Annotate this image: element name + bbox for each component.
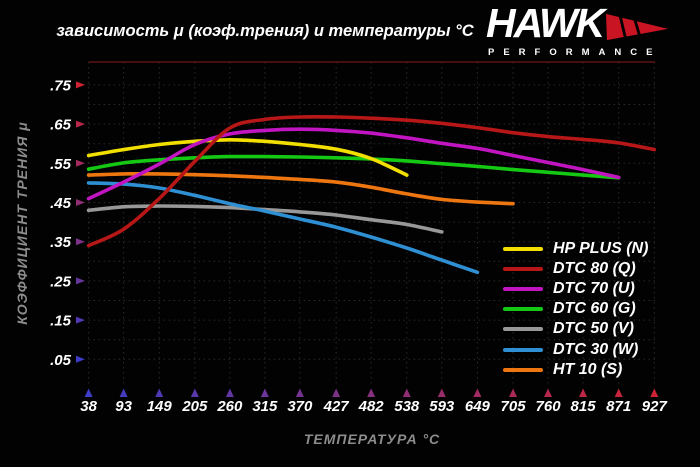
x-tick-arrow-icon [295,388,304,397]
series-line-ht-10-s [86,171,515,206]
hawk-logo-wordmark: HAWK [486,0,605,46]
chart-title: зависимость μ (коэф.трения) и температур… [56,22,474,40]
x-tick-label: 593 [429,398,455,415]
y-tick-arrow-icon [76,120,85,128]
series-line-dtc-70-u [86,127,621,201]
legend-label: DTC 60 (G) [553,300,636,318]
y-tick-label: .55 [50,156,72,173]
series-line-dtc-30-w [86,181,480,275]
y-tick-label: .25 [50,273,72,290]
x-tick-arrow-icon [473,388,482,397]
axes [87,61,655,386]
x-tick-arrow-icon [155,388,164,397]
legend-swatch [503,247,543,252]
y-tick-arrow-icon [76,199,85,206]
hawk-logo-top: HAWK [486,0,690,46]
legend-label: HT 10 (S) [553,360,623,378]
legend-label: DTC 50 (V) [553,320,634,338]
x-tick-label: 649 [465,398,491,415]
legend-item: DTC 30 (W) [503,339,648,359]
legend-swatch [503,287,543,292]
legend-swatch [503,267,543,272]
x-tick-label: 260 [216,398,243,415]
x-tick-label: 482 [358,398,385,415]
series-lines [86,115,657,275]
legend-item: DTC 80 (Q) [503,259,648,279]
y-tick-label: .65 [50,117,72,134]
x-tick-arrow-icon [332,388,341,397]
hawk-wing-icon [606,13,669,41]
x-tick-label: 427 [323,398,350,415]
series-line-hp-plus-n [86,137,409,177]
legend: HP PLUS (N) DTC 80 (Q) DTC 70 (U) DTC 60 (G… [503,239,648,380]
x-tick-arrow-icon [650,388,659,397]
x-tick-arrow-icon [402,388,411,397]
x-tick-arrow-icon [579,388,588,397]
x-tick-label: 538 [394,398,420,415]
x-tick-arrow-icon [84,388,93,397]
legend-swatch [503,347,543,352]
x-tick-label: 815 [571,398,597,415]
y-tick-arrow-icon [76,355,85,363]
legend-item: DTC 60 (G) [503,299,648,319]
legend-swatch [503,327,543,332]
legend-label: DTC 30 (W) [553,340,639,358]
y-tick-label: .35 [50,234,72,251]
legend-label: HP PLUS (N) [553,240,649,258]
y-axis-title: КОЭФФИЦИЕНТ ТРЕНИЯ μ [14,121,30,324]
legend-item: HT 10 (S) [503,360,648,380]
y-tick-label: .75 [50,77,72,94]
y-tick-arrow-icon [76,316,85,324]
legend-swatch [503,367,543,372]
legend-item: DTC 70 (U) [503,279,648,299]
legend-label: DTC 80 (Q) [553,260,636,278]
x-tick-label: 93 [115,398,132,415]
legend-swatch [503,307,543,312]
y-tick-label: .15 [50,313,72,330]
y-tick-arrow-icon [76,81,85,89]
series-line-dtc-80-q [86,115,657,248]
x-tick-label: 205 [181,398,208,415]
hawk-logo-subtitle: PERFORMANCE [488,47,662,58]
legend-item: DTC 50 (V) [503,319,648,339]
x-tick-label: 760 [536,398,562,415]
legend-item: HP PLUS (N) [503,239,648,259]
tick-marks-and-labels: .75 .65 .55 .45 .35 .25 .15 .05 38 93 149 205 260 315… [50,77,667,415]
x-tick-label: 315 [252,398,278,415]
x-tick-arrow-icon [437,388,446,397]
x-tick-arrow-icon [225,388,234,397]
y-tick-label: .05 [50,352,72,369]
axis-titles: КОЭФФИЦИЕНТ ТРЕНИЯ μ ТЕМПЕРАТУРА °C [14,121,440,447]
y-tick-label: .45 [50,195,72,212]
x-tick-label: 149 [147,398,173,415]
x-tick-label: 871 [606,398,631,415]
x-tick-arrow-icon [367,388,376,397]
x-tick-arrow-icon [119,388,128,397]
x-tick-label: 927 [642,398,668,415]
legend-label: DTC 70 (U) [553,280,635,298]
y-tick-arrow-icon [76,277,85,285]
series-line-dtc-60-g [86,154,621,180]
x-axis-title: ТЕМПЕРАТУРА °C [304,431,440,447]
x-tick-arrow-icon [190,388,199,397]
hawk-logo: HAWK PERFORMANCE [486,0,690,58]
x-tick-arrow-icon [544,388,553,397]
x-tick-arrow-icon [260,388,269,397]
x-tick-label: 705 [501,398,527,415]
y-tick-arrow-icon [76,238,85,246]
x-tick-label: 370 [287,398,313,415]
x-tick-arrow-icon [614,388,623,397]
x-tick-arrow-icon [509,388,518,397]
x-tick-label: 38 [80,398,97,415]
y-tick-arrow-icon [76,159,85,167]
